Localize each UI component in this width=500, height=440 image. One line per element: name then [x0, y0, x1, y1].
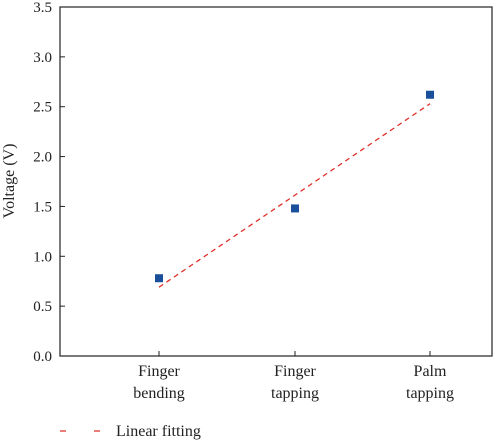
y-tick-label: 1.0 — [33, 249, 52, 265]
fit-line — [158, 103, 431, 288]
y-tick-label: 2.0 — [33, 150, 52, 166]
y-tick-label: 3.0 — [33, 50, 52, 66]
y-tick-label: 2.5 — [33, 100, 52, 116]
x-tick-label: Palm — [414, 363, 447, 380]
x-tick-label: tapping — [271, 385, 319, 402]
y-tick-label: 1.5 — [33, 199, 52, 215]
data-points-layer — [155, 90, 434, 283]
data-point — [426, 90, 434, 99]
fit-line-layer — [158, 103, 431, 288]
y-tick-label: 0.5 — [33, 299, 52, 315]
y-axis-ticks: 0.0 0.5 1.0 1.5 2.0 2.5 3.0 3.5 — [33, 0, 65, 365]
x-tick-label: bending — [133, 385, 185, 402]
data-point — [291, 204, 299, 213]
x-tick-label: Finger — [274, 363, 316, 380]
plot-frame — [59, 6, 493, 357]
data-point — [155, 274, 163, 283]
x-tick-label: tapping — [406, 385, 454, 402]
y-tick-label: 0.0 — [33, 349, 52, 365]
legend-label: Linear fitting — [116, 423, 201, 440]
x-axis-ticks: Finger bending Finger tapping Palm tapping — [133, 351, 454, 402]
legend: Linear fitting — [60, 423, 201, 440]
y-axis-title: Voltage (V) — [1, 144, 18, 219]
x-tick-label: Finger — [138, 363, 180, 380]
y-tick-label: 3.5 — [33, 0, 52, 16]
